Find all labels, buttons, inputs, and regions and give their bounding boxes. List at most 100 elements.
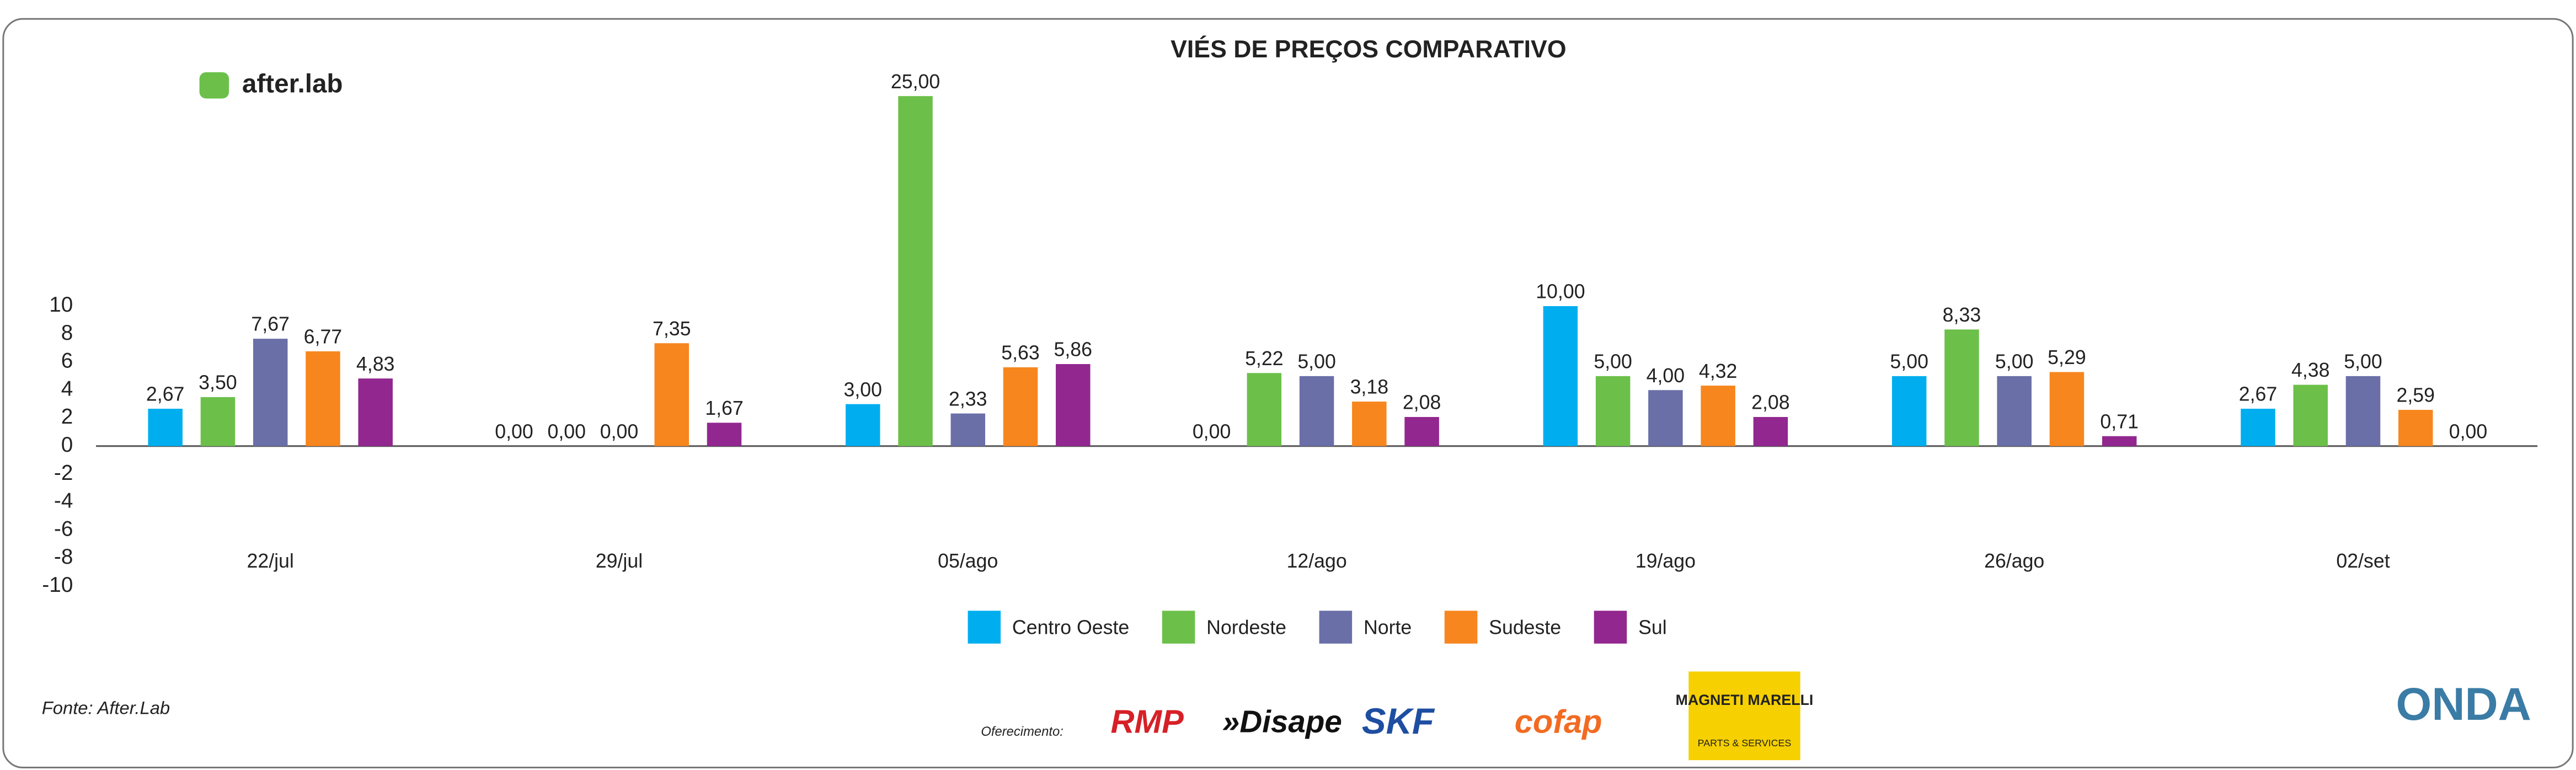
value-label: 2,67 (2239, 383, 2278, 405)
bar (846, 404, 880, 446)
value-label: 5,22 (1245, 347, 1284, 370)
legend-swatch (1444, 611, 1478, 644)
y-tick-label: 8 (61, 321, 73, 345)
y-tick-label: 2 (61, 405, 73, 429)
source: Fonte: After.Lab (42, 698, 170, 718)
bar (1891, 376, 1927, 446)
bar (306, 351, 340, 446)
legend-label: Sul (1638, 616, 1667, 638)
value-label: 25,00 (891, 71, 940, 93)
bar (2345, 376, 2381, 446)
sponsor-badge (1688, 671, 1800, 761)
value-label: 0,00 (2449, 420, 2488, 442)
x-tick-label: 02/set (2336, 550, 2390, 572)
bar (1299, 376, 1334, 446)
y-tick-label: -2 (54, 461, 73, 485)
legend-label: Centro Oeste (1012, 616, 1129, 638)
bar (707, 423, 742, 446)
bar (2241, 409, 2275, 446)
sponsor-logo: RMP (1111, 703, 1184, 740)
value-label: 4,32 (1699, 360, 1738, 382)
frame (2, 18, 2574, 769)
bar (1753, 416, 1788, 446)
bar (1247, 373, 1282, 446)
x-tick-label: 29/jul (596, 550, 643, 572)
value-label: 1,67 (705, 397, 744, 419)
bar (1944, 329, 1979, 446)
bar (200, 397, 236, 446)
x-tick-label: 26/ago (1984, 550, 2044, 572)
bar (1056, 364, 1091, 446)
bar (1997, 376, 2032, 446)
value-label: 8,33 (1943, 304, 1981, 326)
x-tick-label: 05/ago (938, 550, 998, 572)
value-label: 5,29 (2048, 346, 2086, 368)
bar (2102, 436, 2137, 446)
value-label: 5,00 (1594, 351, 1632, 373)
x-tick-label: 19/ago (1636, 550, 1696, 572)
bar (1701, 386, 1735, 446)
partner-logo: ONDA (2396, 678, 2531, 730)
bar (358, 378, 393, 446)
x-tick-label: 22/jul (247, 550, 293, 572)
value-label: 7,67 (251, 313, 290, 335)
y-tick-label: 4 (61, 377, 73, 400)
bar (2398, 410, 2433, 446)
bar (253, 339, 288, 446)
y-tick-label: -4 (54, 489, 73, 513)
value-label: 4,83 (356, 353, 395, 375)
bar (2049, 372, 2085, 446)
value-label: 3,18 (1350, 376, 1389, 398)
value-label: 5,00 (1995, 351, 2034, 373)
value-label: 0,71 (2100, 410, 2139, 432)
sponsor-label: Oferecimento: (981, 724, 1063, 739)
value-label: 4,38 (2291, 359, 2330, 381)
bar (1543, 306, 1578, 446)
bar (2293, 384, 2328, 446)
value-label: 0,00 (600, 420, 639, 442)
legend-swatch (968, 611, 1001, 644)
value-label: 2,33 (949, 388, 987, 410)
value-label: 5,00 (1297, 351, 1335, 373)
value-label: 2,59 (2396, 384, 2435, 407)
value-label: 10,00 (1536, 281, 1585, 303)
bar (1595, 376, 1631, 446)
y-tick-label: 0 (61, 433, 73, 457)
sponsor-logo: MAGNETI MARELLI (1676, 692, 1814, 708)
value-label: 0,00 (495, 420, 533, 442)
sponsor-logo: »Disape (1222, 704, 1342, 739)
brand-icon (199, 72, 229, 99)
y-tick-label: 6 (61, 349, 73, 373)
sponsor-logo: PARTS & SERVICES (1698, 737, 1792, 748)
value-label: 7,35 (653, 318, 691, 340)
value-label: 3,00 (844, 378, 883, 400)
value-label: 6,77 (304, 326, 343, 348)
y-tick-label: -8 (54, 545, 73, 569)
legend-swatch (1162, 611, 1195, 644)
value-label: 3,50 (199, 372, 237, 394)
value-label: 0,00 (1193, 420, 1231, 442)
legend-label: Norte (1364, 616, 1412, 638)
legend-label: Sudeste (1489, 616, 1561, 638)
bar (950, 413, 986, 446)
legend-label: Nordeste (1206, 616, 1286, 638)
value-label: 0,00 (547, 420, 586, 442)
value-label: 2,08 (1403, 392, 1441, 414)
bar (898, 96, 933, 446)
brand-logo: after.lab (242, 69, 343, 98)
bar (1648, 390, 1683, 446)
bar (1352, 402, 1387, 446)
value-label: 5,00 (2344, 351, 2382, 373)
y-tick-label: 10 (49, 293, 73, 317)
x-tick-label: 12/ago (1286, 550, 1346, 572)
bar (148, 409, 183, 446)
value-label: 5,63 (1001, 342, 1039, 364)
sponsor-logo: SKF (1362, 701, 1435, 741)
bar (1003, 367, 1038, 446)
legend-swatch (1594, 611, 1627, 644)
sponsor-logo: cofap (1515, 703, 1602, 740)
value-label: 5,86 (1054, 339, 1092, 361)
value-label: 5,00 (1890, 351, 1928, 373)
legend-swatch (1319, 611, 1353, 644)
